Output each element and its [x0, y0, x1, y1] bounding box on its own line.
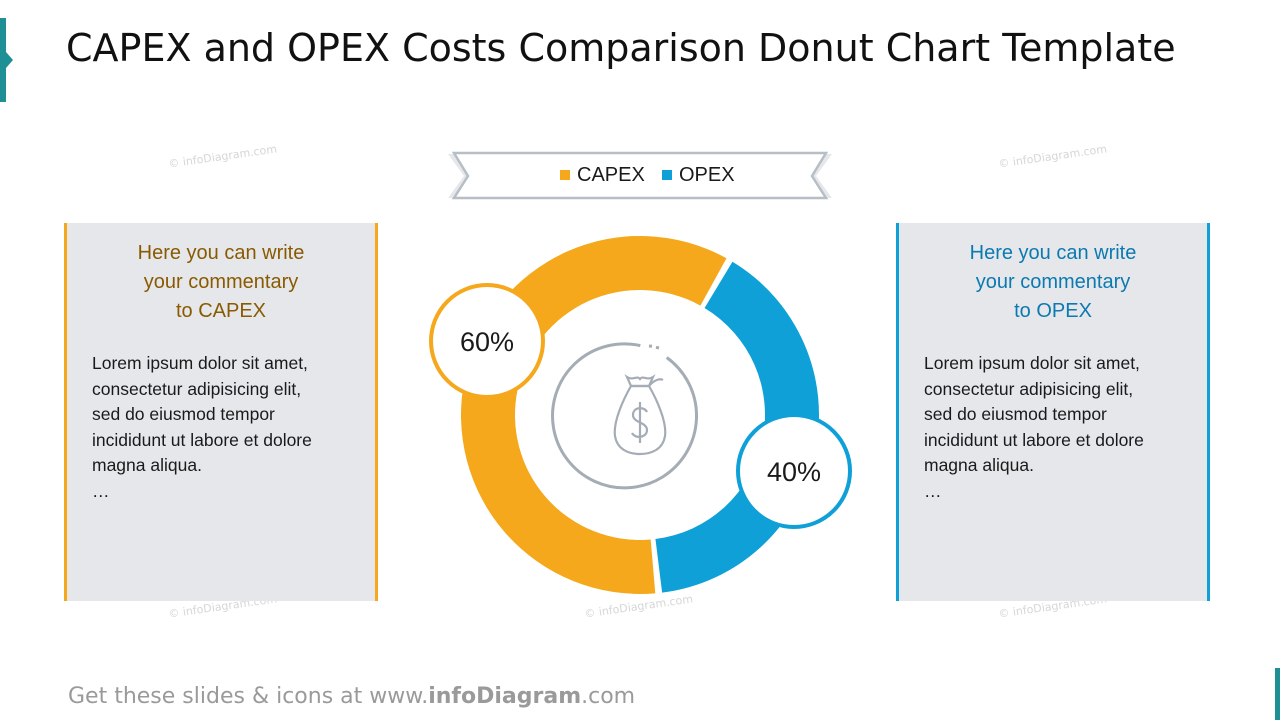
data-label-opex: 40%	[767, 457, 821, 487]
opex-body-line: consectetur adipisicing elit,	[924, 378, 1134, 399]
capex-body-line: Lorem ipsum dolor sit amet,	[92, 353, 308, 373]
footer-credit: Get these slides & icons at www.infoDiag…	[68, 684, 635, 709]
watermark: © infoDiagram.com	[167, 142, 278, 171]
data-label-capex: 60%	[460, 327, 514, 357]
banner-ribbon	[451, 151, 829, 200]
footer-suffix: .com	[581, 684, 636, 709]
opex-panel-body: Lorem ipsum dolor sit amet, consectetur …	[924, 351, 1187, 504]
opex-heading-line: your commentary	[975, 271, 1131, 293]
footer-prefix: Get these slides & icons at www.	[68, 684, 429, 709]
opex-body-line: …	[924, 480, 942, 501]
legend-swatch-capex	[560, 170, 570, 180]
donut-chart: CAPEX OPEX 60% 40%	[429, 151, 852, 594]
capex-heading-line: Here you can write	[137, 242, 305, 264]
money-bag-icon	[551, 342, 698, 490]
opex-heading-line: to OPEX	[1014, 300, 1092, 322]
legend-label-opex: OPEX	[679, 164, 735, 186]
capex-body-line: sed do eiusmod tempor	[92, 404, 275, 424]
opex-panel-heading: Here you can write your commentary to OP…	[899, 239, 1207, 326]
opex-commentary-panel: Here you can write your commentary to OP…	[896, 223, 1210, 601]
legend-banner: CAPEX OPEX	[448, 151, 832, 200]
opex-body-line: Lorem ipsum dolor sit amet,	[924, 353, 1140, 373]
opex-body-line: incididunt ut labore et dolore	[924, 429, 1144, 450]
left-accent-bar	[0, 18, 13, 102]
value-bubble-capex: 60%	[429, 283, 545, 399]
page-title: CAPEX and OPEX Costs Comparison Donut Ch…	[66, 26, 1176, 70]
capex-panel-heading: Here you can write your commentary to CA…	[67, 239, 375, 326]
watermark: © infoDiagram.com	[997, 142, 1108, 171]
opex-body-line: magna aliqua.	[924, 455, 1034, 475]
opex-body-line: sed do eiusmod tempor	[924, 404, 1107, 424]
capex-panel-body: Lorem ipsum dolor sit amet, consectetur …	[92, 351, 355, 504]
capex-commentary-panel: Here you can write your commentary to CA…	[64, 223, 378, 601]
footer-brand: infoDiagram	[428, 684, 582, 709]
legend-label-capex: CAPEX	[577, 164, 645, 186]
capex-heading-line: your commentary	[143, 271, 299, 293]
opex-heading-line: Here you can write	[969, 242, 1137, 264]
capex-body-line: incididunt ut labore et dolore	[92, 429, 312, 450]
capex-heading-line: to CAPEX	[175, 300, 267, 322]
capex-body-line: consectetur adipisicing elit,	[92, 378, 302, 399]
capex-body-line: …	[92, 480, 110, 501]
right-accent-bar	[1275, 668, 1280, 720]
capex-body-line: magna aliqua.	[92, 455, 202, 475]
legend-swatch-opex	[662, 170, 672, 180]
value-bubble-opex: 40%	[736, 413, 852, 529]
